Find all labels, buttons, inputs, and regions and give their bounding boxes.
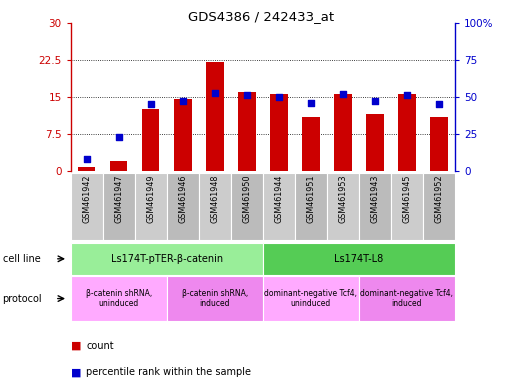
Bar [391, 173, 423, 240]
Text: GSM461948: GSM461948 [210, 175, 219, 223]
Bar [71, 276, 167, 321]
Text: GSM461951: GSM461951 [306, 175, 315, 223]
Text: ■: ■ [71, 367, 81, 377]
Bar [359, 276, 455, 321]
Bar [71, 243, 263, 275]
Text: β-catenin shRNA,
induced: β-catenin shRNA, induced [181, 289, 248, 308]
Point [339, 91, 347, 97]
Bar [142, 109, 160, 171]
Bar [334, 94, 351, 171]
Bar [231, 173, 263, 240]
Text: GSM461943: GSM461943 [370, 175, 379, 223]
Text: GSM461952: GSM461952 [435, 175, 444, 223]
Text: dominant-negative Tcf4,
uninduced: dominant-negative Tcf4, uninduced [264, 289, 357, 308]
Bar [366, 114, 384, 171]
Bar [167, 173, 199, 240]
Bar [327, 173, 359, 240]
Bar [71, 173, 103, 240]
Bar [238, 92, 256, 171]
Point [275, 94, 283, 100]
Bar [302, 117, 320, 171]
Point [178, 98, 187, 104]
Bar [398, 94, 416, 171]
Point [115, 134, 123, 140]
Text: GSM461950: GSM461950 [242, 175, 251, 223]
Text: dominant-negative Tcf4,
induced: dominant-negative Tcf4, induced [360, 289, 453, 308]
Text: GSM461945: GSM461945 [403, 175, 412, 223]
Bar [430, 117, 448, 171]
Bar [263, 243, 455, 275]
Bar [110, 161, 128, 171]
Point [403, 93, 411, 99]
Bar [199, 173, 231, 240]
Text: GSM461953: GSM461953 [338, 175, 347, 223]
Text: cell line: cell line [3, 254, 40, 264]
Bar [295, 173, 327, 240]
Text: GSM461944: GSM461944 [275, 175, 283, 223]
Point [146, 101, 155, 108]
Bar [206, 63, 223, 171]
Point [243, 93, 251, 99]
Text: GSM461949: GSM461949 [146, 175, 155, 223]
Bar [359, 173, 391, 240]
Text: count: count [86, 341, 114, 351]
Bar [167, 276, 263, 321]
Text: percentile rank within the sample: percentile rank within the sample [86, 367, 251, 377]
Bar [135, 173, 167, 240]
Text: ■: ■ [71, 341, 81, 351]
Text: GSM461942: GSM461942 [82, 175, 91, 223]
Bar [103, 173, 135, 240]
Text: protocol: protocol [3, 293, 42, 304]
Point [83, 156, 91, 162]
Point [211, 89, 219, 96]
Text: Ls174T-pTER-β-catenin: Ls174T-pTER-β-catenin [111, 254, 223, 264]
Text: GSM461946: GSM461946 [178, 175, 187, 223]
Bar [174, 99, 191, 171]
Text: GDS4386 / 242433_at: GDS4386 / 242433_at [188, 10, 335, 23]
Text: β-catenin shRNA,
uninduced: β-catenin shRNA, uninduced [86, 289, 152, 308]
Point [306, 100, 315, 106]
Text: GSM461947: GSM461947 [114, 175, 123, 223]
Point [371, 98, 379, 104]
Text: Ls174T-L8: Ls174T-L8 [334, 254, 383, 264]
Bar [423, 173, 455, 240]
Point [435, 101, 443, 108]
Bar [263, 276, 359, 321]
Bar [270, 94, 288, 171]
Bar [263, 173, 295, 240]
Bar [78, 167, 95, 171]
